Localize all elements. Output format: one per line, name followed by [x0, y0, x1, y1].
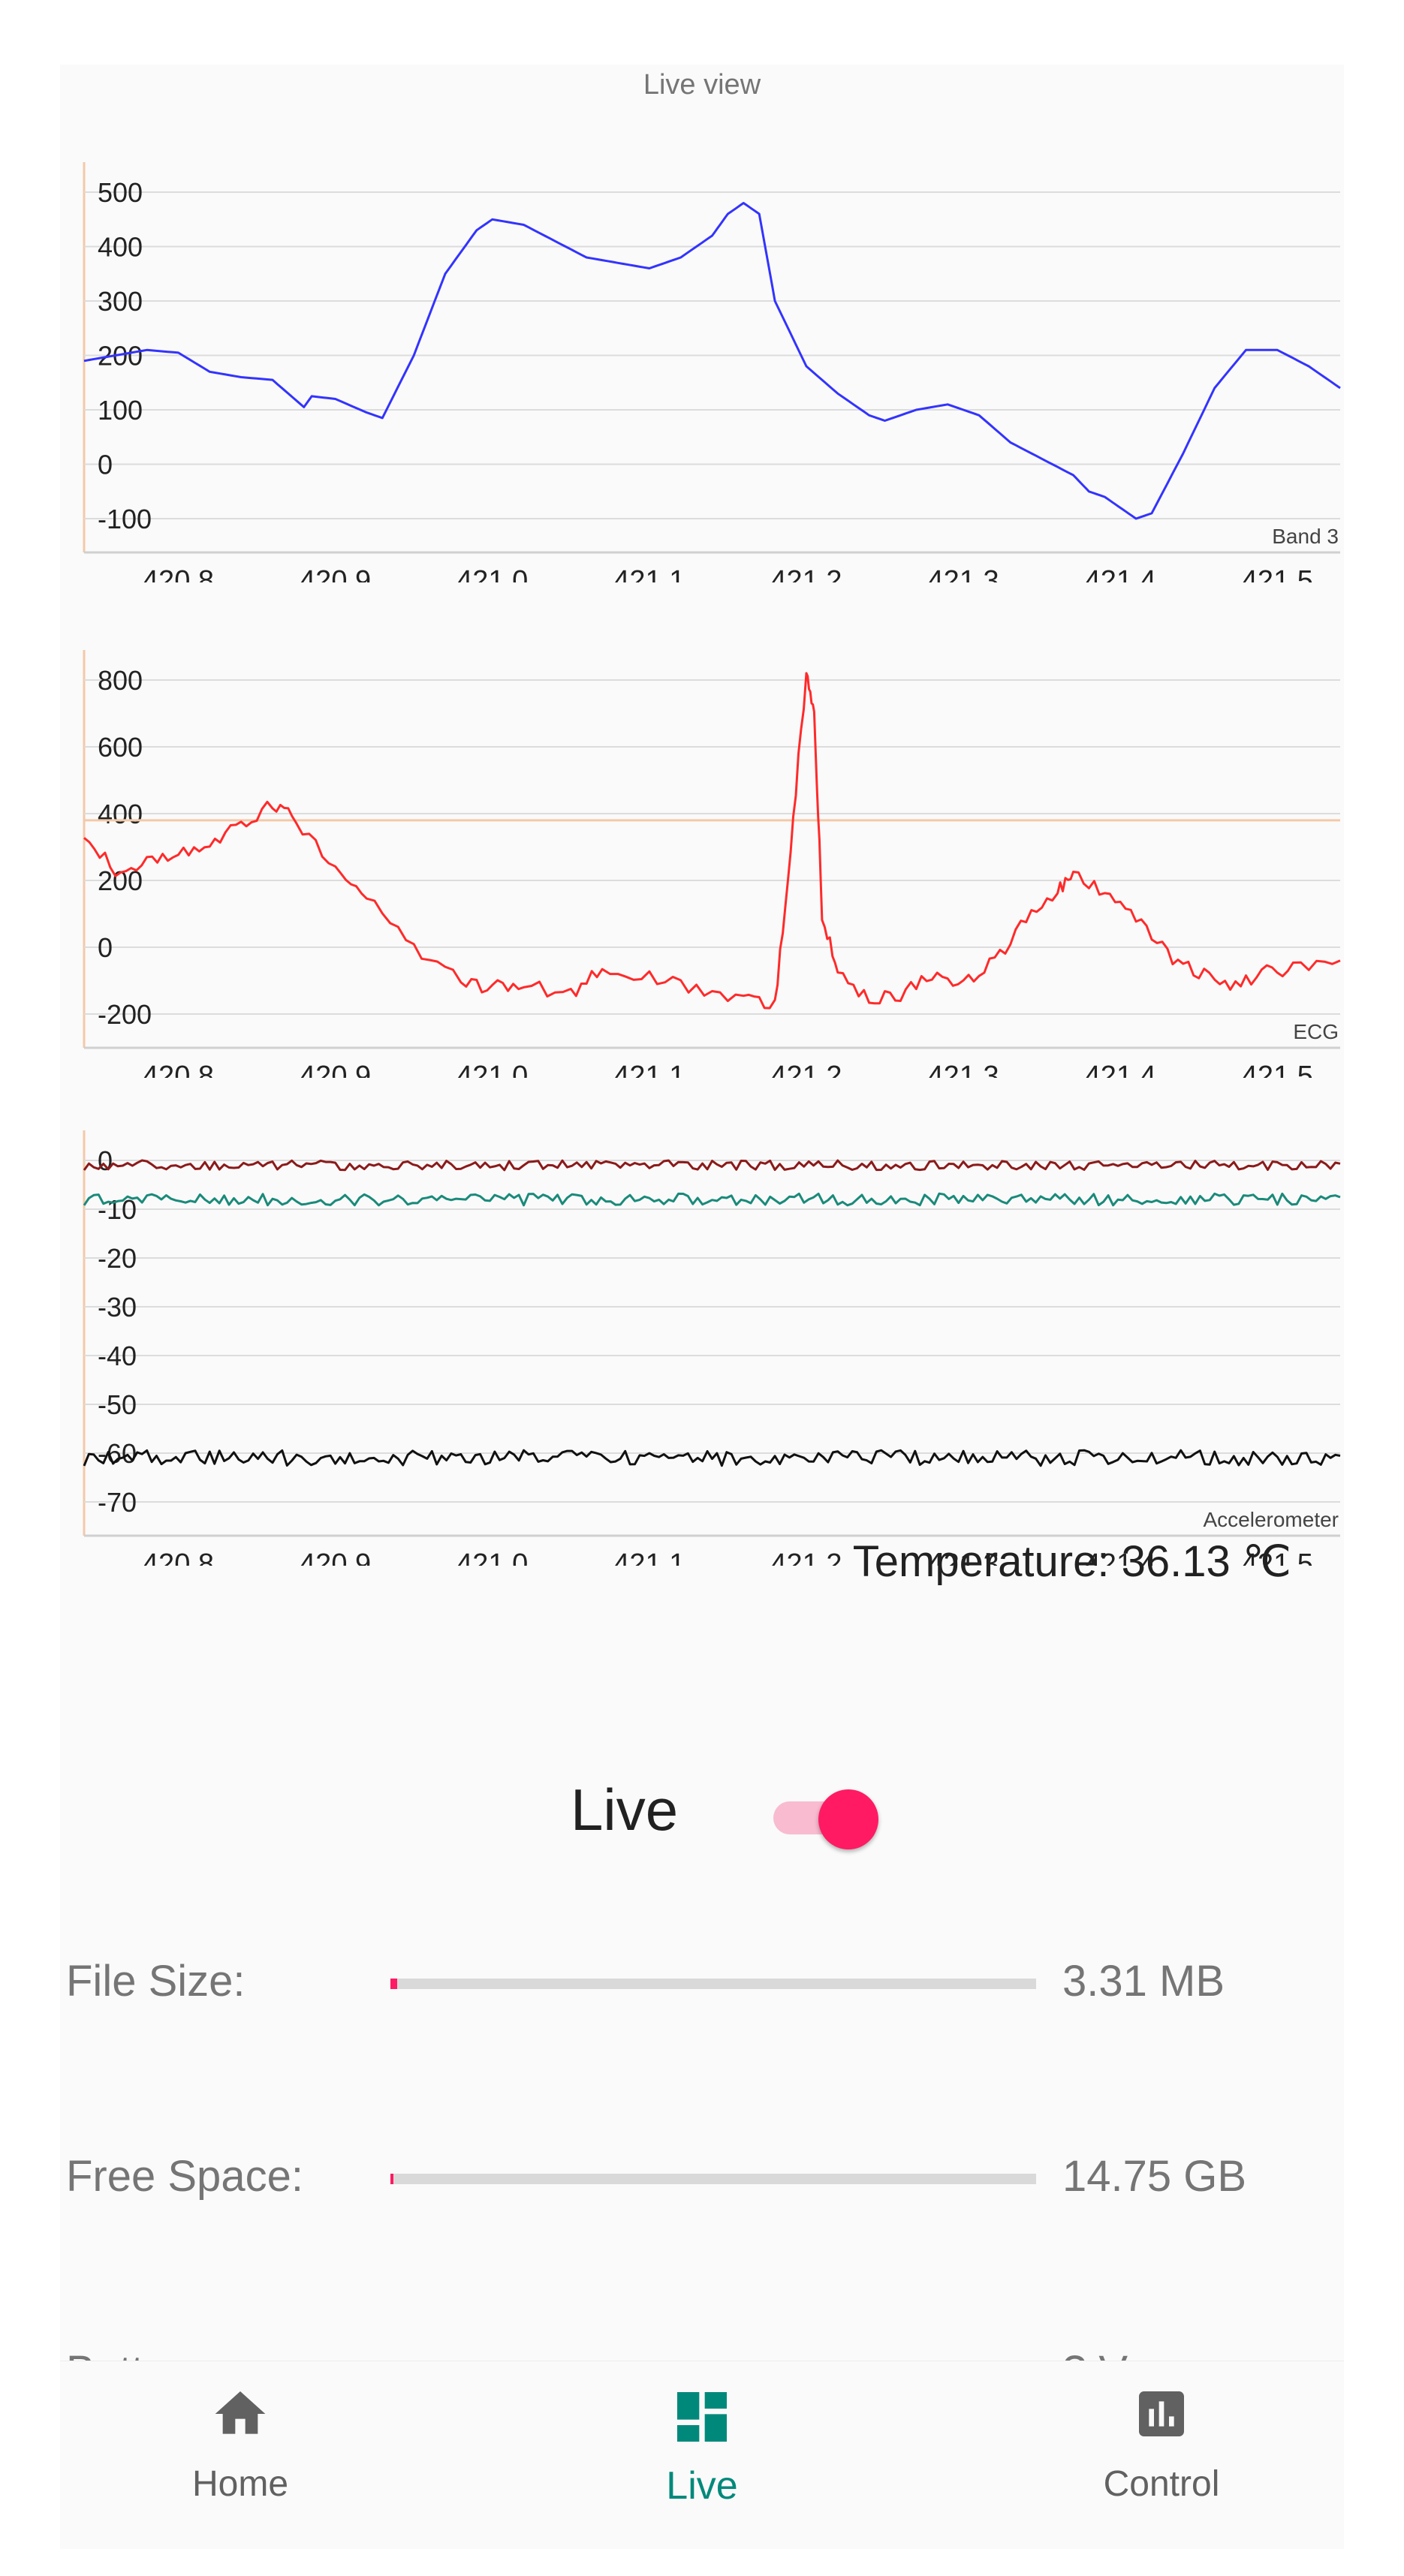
x-tick-label: 421.4: [1085, 565, 1156, 582]
x-tick-label: 421.4: [1085, 1548, 1156, 1566]
x-tick-label: 420.9: [300, 1548, 371, 1566]
y-tick-label: 800: [98, 665, 143, 696]
y-tick-label: -20: [98, 1243, 137, 1274]
x-tick-label: 420.8: [143, 1061, 214, 1078]
series-line-acc-y: [83, 1159, 1341, 1172]
dashboard-icon: [677, 2392, 727, 2442]
chart-svg: 500 400 300 200 100 0 -100 420.8 420.9 421.0 421.1…: [83, 162, 1341, 582]
free-space-row: Free Space: 14.75 GB: [60, 2136, 1344, 2219]
y-tick-label: 500: [98, 177, 143, 208]
y-tick-label: 100: [98, 395, 143, 426]
x-tick-label: 421.1: [613, 1061, 685, 1078]
home-icon: [215, 2391, 266, 2434]
x-tick-label: 421.2: [770, 1061, 842, 1078]
nav-home[interactable]: Home: [90, 2384, 390, 2534]
nav-control-label: Control: [1103, 2464, 1220, 2504]
y-tick-label: -200: [98, 999, 152, 1030]
band3-chart: 500 400 300 200 100 0 -100 420.8 420.9 421.0 421.1…: [60, 125, 1344, 582]
x-tick-label: 421.1: [613, 1548, 685, 1566]
y-tick-label: 600: [98, 732, 143, 763]
x-tick-label: 420.9: [300, 565, 371, 582]
x-tick-label: 420.8: [143, 565, 214, 582]
x-tick-label: 421.2: [770, 1548, 842, 1566]
free-space-progress: [390, 2174, 1036, 2184]
y-tick-label: 300: [98, 286, 143, 317]
series-line-ecg: [83, 672, 1341, 1010]
series-line-acc-z: [83, 1449, 1341, 1467]
series-line-acc-x: [83, 1192, 1341, 1207]
nav-home-label: Home: [191, 2464, 289, 2504]
live-toggle-row: Live: [60, 1761, 1344, 1858]
x-tick-label: 421.4: [1085, 1061, 1156, 1078]
ecg-chart: 800 600 400 200 0 -200 420.8 420.9 421.0 421.1 421…: [60, 620, 1344, 1078]
x-tick-label: 420.8: [143, 1548, 214, 1566]
file-size-progress: [390, 1979, 1036, 1989]
chart-corner-label: ECG: [1293, 1020, 1339, 1043]
x-tick-label: 421.3: [928, 565, 999, 582]
x-tick-label: 421.5: [1242, 1061, 1313, 1078]
nav-control[interactable]: Control: [1011, 2384, 1312, 2534]
y-tick-label: 0: [98, 450, 113, 480]
x-tick-label: 421.3: [928, 1548, 999, 1566]
app-screen: Live view 500 400 300 200 100 0 -100 420.8 420.9…: [60, 65, 1344, 2549]
file-size-label: File Size:: [66, 1957, 246, 2006]
x-tick-label: 421.5: [1242, 565, 1313, 582]
y-tick-label: 0: [98, 932, 113, 963]
temperature-readout: Temperature: 36.13 ℃: [852, 1537, 1291, 1586]
y-tick-label: 400: [98, 799, 143, 829]
x-tick-label: 421.5: [1242, 1548, 1313, 1566]
free-space-value: 14.75 GB: [1062, 2152, 1247, 2201]
live-switch[interactable]: [766, 1789, 886, 1849]
file-size-row: File Size: 3.31 MB: [60, 1941, 1344, 2024]
x-tick-label: 420.9: [300, 1061, 371, 1078]
y-tick-label: -10: [98, 1194, 137, 1225]
y-tick-label: 200: [98, 341, 143, 372]
free-space-progress-fill: [390, 2174, 394, 2184]
free-space-label: Free Space:: [66, 2152, 303, 2201]
y-tick-label: -40: [98, 1341, 137, 1371]
bar-chart-icon: [1139, 2391, 1184, 2436]
file-size-value: 3.31 MB: [1062, 1957, 1225, 2006]
file-size-progress-fill: [390, 1979, 397, 1989]
x-tick-label: 421.0: [456, 1061, 528, 1078]
page-title: Live view: [643, 69, 761, 101]
x-tick-label: 421.1: [613, 565, 685, 582]
chart-corner-label: Band 3: [1272, 525, 1339, 548]
y-tick-label: 0: [98, 1145, 113, 1176]
accelerometer-chart: 0 -10 -20 -30 -40 -50 -60 -70 420.8 420.9 421.0 421…: [60, 1108, 1344, 1566]
x-tick-label: 421.2: [770, 565, 842, 582]
x-tick-label: 421.0: [456, 1548, 528, 1566]
x-tick-label: 421.0: [456, 565, 528, 582]
live-label: Live: [571, 1777, 679, 1843]
series-line-band-3: [83, 202, 1341, 520]
switch-thumb: [818, 1789, 878, 1849]
y-tick-label: -100: [98, 504, 152, 534]
x-tick-label: 421.3: [928, 1061, 999, 1078]
y-tick-label: -50: [98, 1389, 137, 1420]
y-tick-label: -70: [98, 1487, 137, 1518]
nav-live-label: Live: [666, 2464, 738, 2508]
bottom-navigation: Home Live Control: [60, 2361, 1344, 2549]
y-tick-label: 400: [98, 232, 143, 263]
chart-corner-label: Accelerometer: [1203, 1508, 1339, 1531]
y-tick-label: -30: [98, 1292, 137, 1323]
nav-live[interactable]: Live: [552, 2384, 852, 2534]
